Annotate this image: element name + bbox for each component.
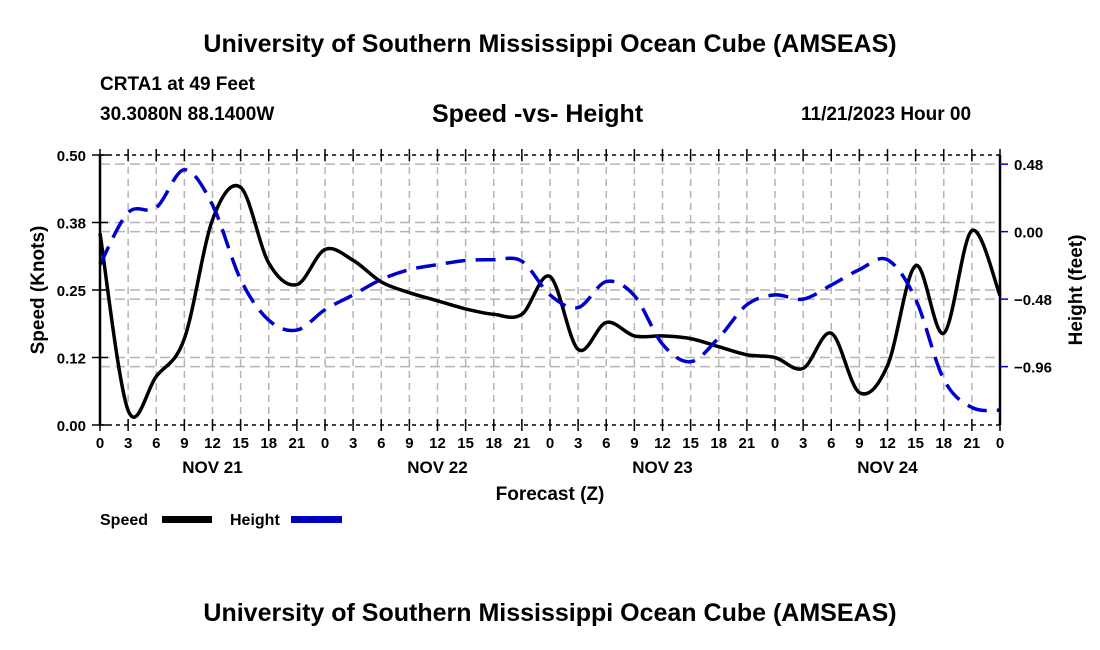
main-title: University of Southern Mississippi Ocean… — [203, 30, 897, 58]
y-axis-label: Speed (Knots) — [28, 226, 49, 355]
x-tick-label: 6 — [152, 435, 160, 452]
y2-tick-label: −0.96 — [1014, 360, 1052, 377]
x-tick-label: 9 — [855, 435, 863, 452]
series-layer — [98, 168, 1002, 419]
day-label: NOV 24 — [857, 458, 918, 477]
x-tick-label: 0 — [321, 435, 329, 452]
x-axis-label: Forecast (Z) — [496, 484, 605, 505]
x-tick-label: 15 — [682, 435, 699, 452]
x-tick-label: 18 — [260, 435, 277, 452]
x-tick-label: 6 — [827, 435, 835, 452]
day-label: NOV 23 — [632, 458, 692, 477]
day-label: NOV 22 — [407, 458, 467, 477]
chart-title: Speed -vs- Height — [432, 100, 644, 128]
x-tick-label: 21 — [739, 435, 756, 452]
x-tick-label: 6 — [602, 435, 610, 452]
y2-axis-label: Height (feet) — [1066, 235, 1087, 346]
x-tick-label: 9 — [405, 435, 413, 452]
x-tick-label: 15 — [232, 435, 249, 452]
legend-swatch-height — [291, 516, 342, 523]
x-tick-label: 9 — [180, 435, 188, 452]
coordinates-label: 30.3080N 88.1400W — [100, 104, 275, 125]
x-tick-label: 6 — [377, 435, 385, 452]
x-tick-label: 15 — [907, 435, 924, 452]
y-tick-label: 0.38 — [57, 216, 86, 233]
x-tick-label: 18 — [935, 435, 952, 452]
x-tick-label: 3 — [124, 435, 132, 452]
x-tick-label: 12 — [429, 435, 446, 452]
x-tick-label: 12 — [879, 435, 896, 452]
x-tick-label: 18 — [485, 435, 502, 452]
legend-label-speed: Speed — [100, 512, 148, 529]
y-tick-label: 0.25 — [57, 283, 86, 300]
day-label: NOV 21 — [182, 458, 242, 477]
y2-tick-label: 0.48 — [1014, 157, 1043, 174]
x-tick-label: 15 — [457, 435, 474, 452]
speed-series-line — [98, 183, 1002, 419]
x-tick-label: 0 — [96, 435, 104, 452]
forecast-date: 11/21/2023 Hour 00 — [801, 104, 972, 125]
x-tick-label: 3 — [349, 435, 357, 452]
y2-tick-label: 0.00 — [1014, 225, 1043, 242]
height-series-line — [98, 168, 1001, 413]
axes: 0 3 6 9 12 15 18 21 0 3 6 9 12 15 18 21 0 3 6 9 12 15 18 21 0 3 6 9… — [57, 148, 1052, 477]
x-tick-label: 21 — [964, 435, 981, 452]
x-tick-label: 21 — [289, 435, 306, 452]
y-tick-label: 0.50 — [57, 148, 86, 165]
legend-swatch-speed — [162, 516, 212, 523]
legend-label-height: Height — [230, 512, 280, 529]
x-tick-label: 3 — [574, 435, 582, 452]
x-tick-label: 12 — [654, 435, 671, 452]
x-tick-label: 3 — [799, 435, 807, 452]
x-tick-label: 12 — [204, 435, 221, 452]
legend: Speed Height — [100, 512, 342, 529]
y-tick-label: 0.00 — [57, 418, 86, 435]
station-label: CRTA1 at 49 Feet — [100, 74, 255, 95]
y2-tick-label: −0.48 — [1014, 292, 1052, 309]
grid — [100, 155, 1000, 425]
x-tick-label: 21 — [514, 435, 531, 452]
x-tick-label: 18 — [710, 435, 727, 452]
x-tick-label: 9 — [630, 435, 638, 452]
x-tick-label: 0 — [546, 435, 554, 452]
x-tick-label: 0 — [771, 435, 779, 452]
y-tick-label: 0.12 — [57, 351, 86, 368]
x-tick-label: 0 — [996, 435, 1004, 452]
footer-title: University of Southern Mississippi Ocean… — [203, 599, 897, 627]
